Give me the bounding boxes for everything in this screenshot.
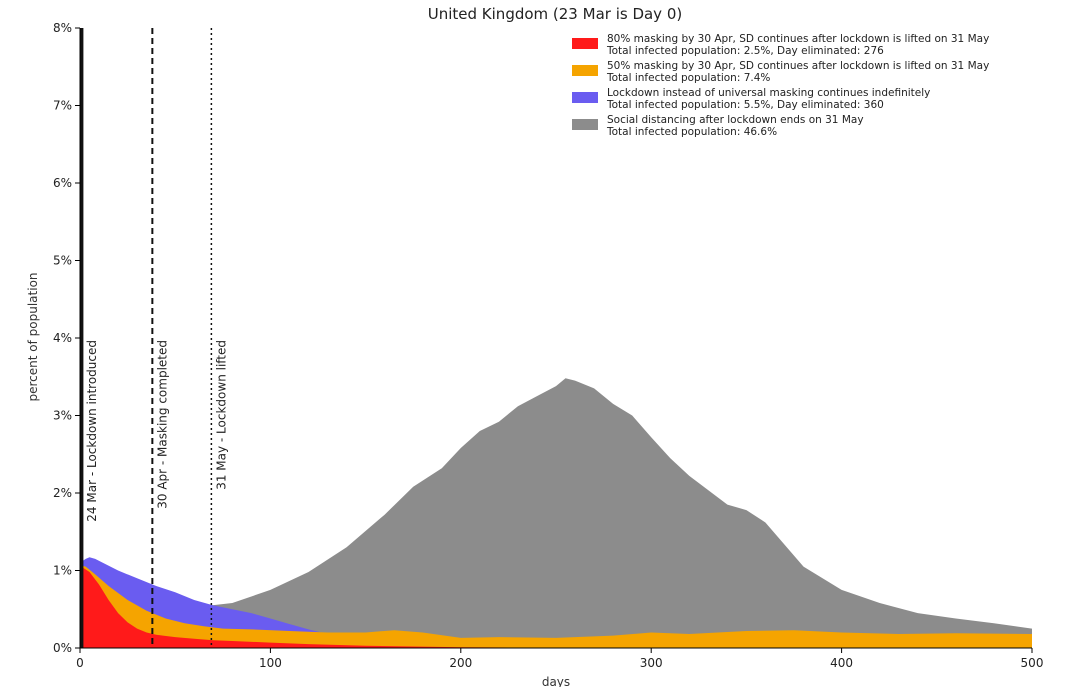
legend-series-name: Social distancing after lockdown ends on… [607, 114, 864, 126]
x-tick-label: 400 [830, 656, 853, 670]
y-tick-label: 7% [53, 99, 72, 113]
y-axis-label: percent of population [26, 272, 40, 401]
event-label-1: 30 Apr - Masking completed [155, 340, 169, 509]
y-tick-label: 8% [53, 21, 72, 35]
area-series-1 [80, 557, 766, 648]
legend-item: 50% masking by 30 Apr, SD continues afte… [572, 60, 1042, 84]
x-axis-label: days [542, 675, 570, 687]
legend-swatch [572, 92, 598, 103]
event-lines: 24 Mar - Lockdown introduced 30 Apr - Mas… [80, 28, 228, 648]
x-tick-label: 500 [1021, 656, 1044, 670]
area-series-3 [80, 566, 606, 648]
event-label-2: 31 May - Lockdown lifted [214, 340, 228, 490]
legend-series-detail: Total infected population: 46.6% [607, 125, 778, 138]
legend-swatch [572, 65, 598, 76]
legend-series-detail: Total infected population: 2.5%, Day eli… [607, 44, 884, 57]
legend-series-name: Lockdown instead of universal masking co… [607, 87, 931, 99]
x-tick-label: 200 [449, 656, 472, 670]
legend-swatch [572, 38, 598, 49]
y-tick-label: 1% [53, 564, 72, 578]
legend-text: Lockdown instead of universal masking co… [607, 87, 931, 111]
chart-title: United Kingdom (23 Mar is Day 0) [428, 5, 682, 23]
legend-text: 80% masking by 30 Apr, SD continues afte… [607, 33, 990, 57]
legend: 80% masking by 30 Apr, SD continues afte… [572, 33, 1042, 142]
x-tick-label: 0 [76, 656, 84, 670]
legend-series-name: 50% masking by 30 Apr, SD continues afte… [607, 60, 990, 72]
legend-item: Social distancing after lockdown ends on… [572, 114, 1042, 138]
legend-text: Social distancing after lockdown ends on… [607, 114, 864, 138]
y-tick-label: 3% [53, 409, 72, 423]
legend-swatch [572, 119, 598, 130]
legend-series-name: 80% masking by 30 Apr, SD continues afte… [607, 33, 990, 45]
x-tick-label: 300 [640, 656, 663, 670]
x-tick-label: 100 [259, 656, 282, 670]
area-series [80, 378, 1032, 648]
y-tick-label: 5% [53, 254, 72, 268]
legend-series-detail: Total infected population: 7.4% [607, 71, 771, 84]
legend-text: 50% masking by 30 Apr, SD continues afte… [607, 60, 990, 84]
y-tick-label: 4% [53, 331, 72, 345]
tick-labels: 0 100 200 300 400 500 0% 1% 2% 3% 4% 5% 6% 7% 8% [53, 21, 1044, 670]
y-tick-label: 2% [53, 486, 72, 500]
y-tick-label: 6% [53, 176, 72, 190]
event-label-0: 24 Mar - Lockdown introduced [85, 340, 99, 522]
y-tick-label: 0% [53, 641, 72, 655]
legend-series-detail: Total infected population: 5.5%, Day eli… [607, 98, 884, 111]
area-series-0 [211, 378, 1032, 648]
legend-item: Lockdown instead of universal masking co… [572, 87, 1042, 111]
legend-item: 80% masking by 30 Apr, SD continues afte… [572, 33, 1042, 57]
